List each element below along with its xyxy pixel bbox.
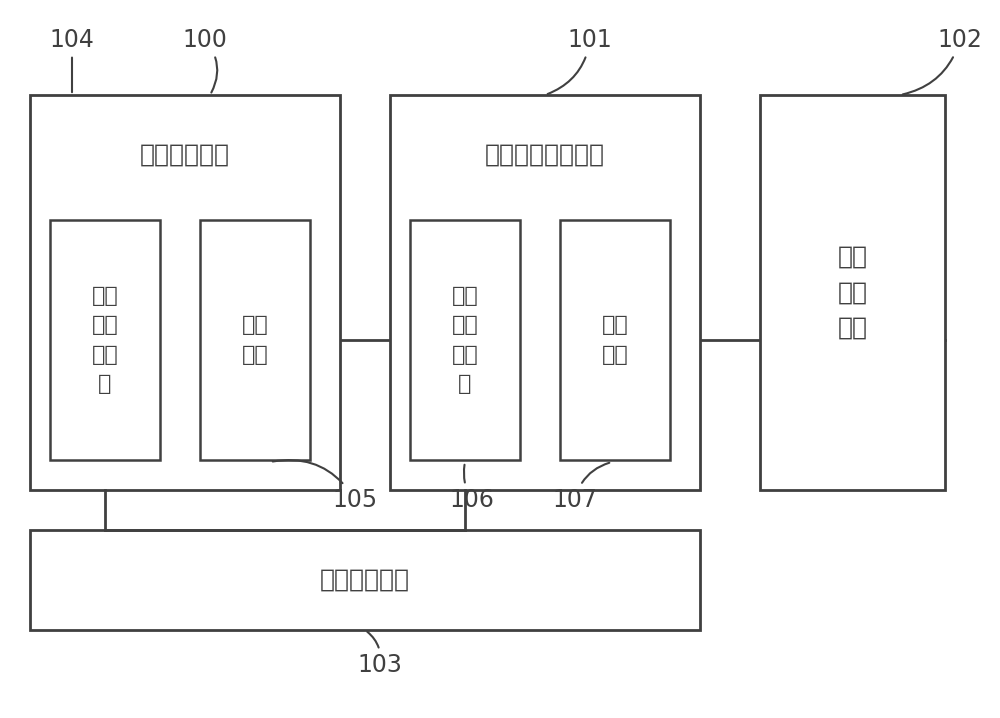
Text: 107: 107 bbox=[553, 463, 609, 512]
Text: 第一
运算
放大
器: 第一 运算 放大 器 bbox=[92, 286, 118, 394]
Text: 积分采样保持模块: 积分采样保持模块 bbox=[485, 143, 605, 167]
Bar bbox=[30, 95, 340, 490]
Bar bbox=[760, 95, 945, 490]
Text: 103: 103 bbox=[358, 632, 402, 677]
Text: 100: 100 bbox=[183, 28, 227, 93]
Text: 信号输入模块: 信号输入模块 bbox=[140, 143, 230, 167]
Text: 102: 102 bbox=[903, 28, 982, 94]
Bar bbox=[30, 530, 700, 630]
Bar bbox=[560, 220, 670, 460]
Text: 积分
电容: 积分 电容 bbox=[242, 315, 268, 365]
Text: 106: 106 bbox=[450, 465, 494, 512]
Text: 105: 105 bbox=[273, 460, 378, 512]
Bar bbox=[50, 220, 160, 460]
Text: 101: 101 bbox=[548, 28, 612, 94]
Bar bbox=[390, 95, 700, 490]
Text: 采样
电容: 采样 电容 bbox=[602, 315, 628, 365]
Text: 104: 104 bbox=[50, 28, 94, 92]
Bar bbox=[200, 220, 310, 460]
Text: 增益
放大
模块: 增益 放大 模块 bbox=[838, 245, 868, 340]
Text: 第二
运算
放大
器: 第二 运算 放大 器 bbox=[452, 286, 478, 394]
Bar bbox=[410, 220, 520, 460]
Text: 负电荷泵模块: 负电荷泵模块 bbox=[320, 568, 410, 592]
